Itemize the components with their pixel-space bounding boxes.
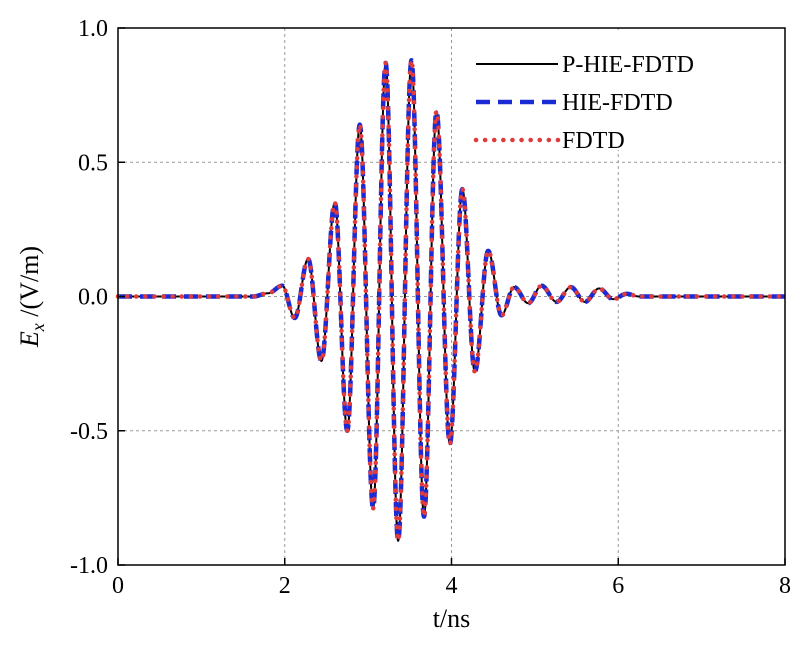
y-axis-title: Ex /(V/m) xyxy=(15,246,48,348)
legend-label: HIE-FDTD xyxy=(562,90,673,116)
y-tick-label: -1.0 xyxy=(70,553,108,579)
y-axis-unit: /(V/m) xyxy=(15,246,44,323)
x-axis-title: t/ns xyxy=(433,604,471,633)
y-tick-label: 0.5 xyxy=(78,150,108,176)
series-line-fdtd xyxy=(115,57,788,544)
series-layer xyxy=(115,57,788,544)
legend-background xyxy=(468,30,775,150)
legend-label: FDTD xyxy=(562,128,625,154)
x-tick-label: 0 xyxy=(112,573,124,599)
x-tick-label: 2 xyxy=(279,573,291,599)
legend: P-HIE-FDTD HIE-FDTD FDTD xyxy=(468,30,775,154)
x-tick-label: 4 xyxy=(446,573,458,599)
y-axis-symbol: E xyxy=(15,331,44,348)
y-tick-label: -0.5 xyxy=(70,419,108,445)
tick-labels: 0 2 4 6 8 -1.0 -0.5 0.0 0.5 1.0 xyxy=(70,16,791,599)
axis-ticks xyxy=(117,27,786,566)
y-tick-label: 1.0 xyxy=(78,16,108,42)
x-tick-label: 6 xyxy=(612,573,624,599)
y-tick-label: 0.0 xyxy=(78,285,108,311)
y-axis-subscript: x xyxy=(28,323,48,332)
x-tick-label: 8 xyxy=(779,573,791,599)
legend-label: P-HIE-FDTD xyxy=(562,52,694,78)
svg-text:Ex /(V/m): Ex /(V/m) xyxy=(15,246,48,348)
